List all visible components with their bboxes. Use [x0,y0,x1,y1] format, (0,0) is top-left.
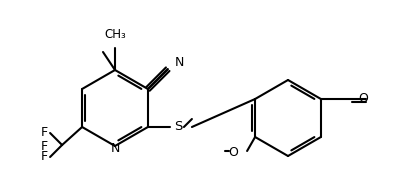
Text: F: F [41,141,48,153]
Text: O: O [228,146,238,160]
Text: N: N [175,56,184,69]
Text: O: O [358,93,368,105]
Text: CH₃: CH₃ [104,28,126,41]
Text: F: F [41,127,48,140]
Text: F: F [41,151,48,164]
Text: S: S [174,121,182,133]
Text: N: N [110,142,120,155]
